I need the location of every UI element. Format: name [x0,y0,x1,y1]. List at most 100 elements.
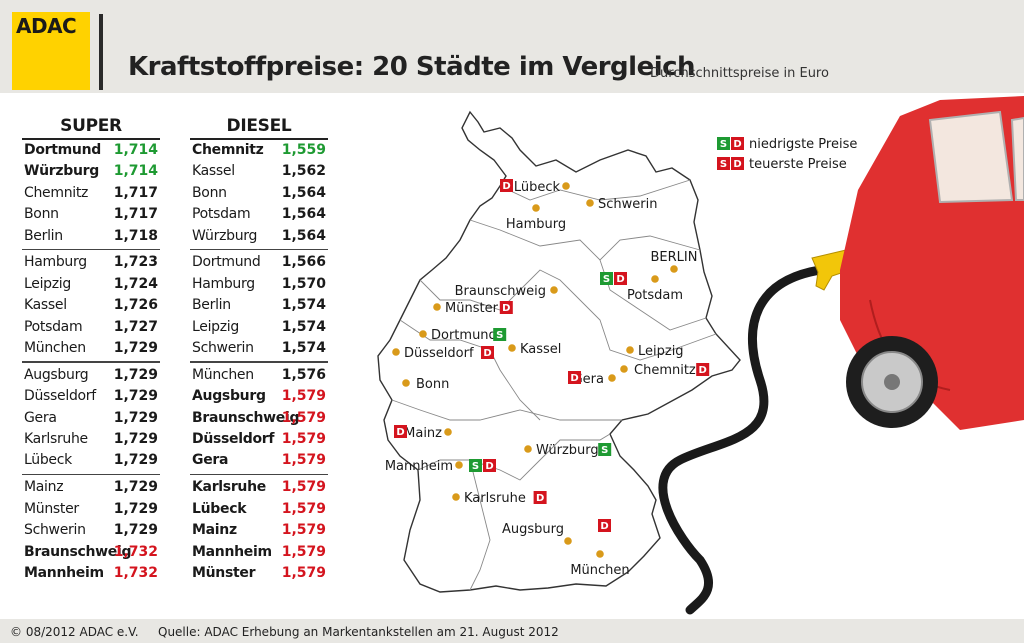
badge-letter: S [603,274,610,285]
city-name: Lübeck [24,452,72,469]
city-name: Karlsruhe [192,479,266,496]
price-value: 1,574 [281,297,326,314]
map-city-dortmund: Dortmund S [419,328,507,343]
city-name: Schwerin [24,522,86,539]
badge-letter: D [396,427,404,438]
city-name: Chemnitz [24,184,89,201]
city-name: München [24,340,86,357]
price-value: 1,729 [113,452,158,469]
city-label: Chemnitz [634,363,696,378]
legend-swatch [717,157,730,170]
table-row: Münster 1,729 [22,499,160,520]
page-subtitle: Durchschnittspreise in Euro [650,66,829,81]
map-city-duesseldorf: Düsseldorf D [392,346,494,361]
table-row: Karlsruhe 1,579 [190,477,328,498]
map-city-schwerin: Schwerin [586,197,657,212]
table-row: Bonn 1,564 [190,183,328,204]
city-dot [564,537,572,545]
city-dot [455,461,463,469]
price-value: 1,717 [113,184,158,201]
badge-letter: D [600,521,608,532]
city-name: Mainz [192,522,237,539]
adac-logo: ADAC [12,12,90,90]
badge-letter: D [483,348,491,359]
city-name: Lübeck [192,500,247,517]
table-row: Augsburg 1,729 [22,365,160,386]
red-car [840,96,1024,430]
price-value: 1,579 [281,522,326,539]
price-value: 1,732 [113,543,158,560]
price-value: 1,564 [281,206,326,223]
price-value: 1,579 [281,388,326,405]
city-dot [402,379,410,387]
city-label: München [570,563,629,578]
map-city-wuerzburg: Würzburg S [524,443,612,458]
header-bar: ADAC Kraftstoffpreise: 20 Städte im Verg… [0,0,1024,93]
city-name: Karlsruhe [24,431,88,448]
logo-text: ADAC [16,14,77,38]
table-row: München 1,729 [22,338,160,359]
badge-letter: S [496,330,503,341]
map-city-kassel: Kassel [508,342,561,357]
city-name: Leipzig [24,275,71,292]
city-name: Leipzig [192,318,239,335]
table-row: Lübeck 1,729 [22,450,160,471]
city-name: Augsburg [24,366,89,383]
table-row: Mannheim 1,732 [22,563,160,584]
diesel-badge [500,179,513,192]
badge-letter: D [616,274,624,285]
city-label: Karlsruhe [464,491,526,506]
city-label: Düsseldorf [404,346,474,361]
city-name: Münster [24,500,79,517]
table-row: Düsseldorf 1,579 [190,429,328,450]
city-label: Braunschweig [455,284,546,299]
city-label: Würzburg [536,443,599,458]
legend-swatch [731,137,744,150]
city-name: Braunschweig [24,543,132,560]
legend-label: teuerste Preise [749,157,847,172]
city-name: Potsdam [24,318,83,335]
group-separator [190,473,328,476]
diesel-badge [614,272,627,285]
page-title: Kraftstoffpreise: 20 Städte im Vergleich [128,52,696,82]
price-value: 1,579 [281,452,326,469]
price-value: 1,729 [113,340,158,357]
table-row: Würzburg 1,714 [22,161,160,182]
table-row: Mainz 1,579 [190,520,328,541]
price-value: 1,729 [113,500,158,517]
diesel-badge [483,459,496,472]
map-city-karlsruhe: Karlsruhe D [452,491,547,506]
table-row: Berlin 1,574 [190,295,328,316]
table-row: Mainz 1,729 [22,477,160,498]
diesel-badge [499,301,513,314]
table-row: Leipzig 1,724 [22,274,160,295]
table-row: Gera 1,729 [22,408,160,429]
super-badge [469,459,482,472]
table-row: Berlin 1,718 [22,226,160,247]
city-label: Leipzig [638,344,684,359]
city-label: BERLIN [651,250,698,265]
city-label: Bonn [416,377,449,392]
price-value: 1,579 [281,564,326,581]
super-badge [598,443,612,456]
column-header: DIESEL [226,116,292,136]
footer-bar: © 08/2012 ADAC e.V. Quelle: ADAC Erhebun… [0,619,1024,643]
city-label: Potsdam [627,288,683,303]
table-row: Gera 1,579 [190,450,328,471]
city-name: Gera [192,452,229,469]
city-name: Mannheim [192,543,272,560]
city-name: Braunschweig [192,409,300,426]
price-value: 1,729 [113,388,158,405]
price-value: 1,729 [113,431,158,448]
city-name: Gera [24,409,57,426]
city-dot [670,265,678,273]
map-city-potsdam: Potsdam [627,275,683,303]
city-name: Mannheim [24,564,104,581]
diesel-badge [568,371,581,384]
price-value: 1,564 [281,184,326,201]
price-value: 1,714 [113,163,158,180]
table-row: Kassel 1,726 [22,295,160,316]
map-city-braunschweig: Braunschweig S D [455,272,627,299]
